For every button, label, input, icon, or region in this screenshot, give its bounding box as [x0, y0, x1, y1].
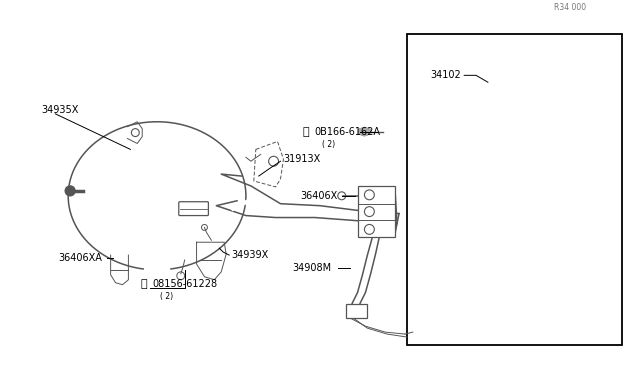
Text: 31913X: 31913X	[284, 154, 321, 164]
Text: 36406X: 36406X	[300, 191, 337, 201]
Polygon shape	[358, 128, 371, 136]
Text: 08156-61228: 08156-61228	[152, 279, 217, 289]
Text: 34102: 34102	[431, 70, 461, 80]
Text: 36406XA: 36406XA	[58, 253, 102, 263]
FancyBboxPatch shape	[179, 202, 209, 215]
Text: 34939X: 34939X	[231, 250, 268, 260]
Bar	[358, 186, 395, 237]
Text: 34908M: 34908M	[292, 263, 332, 273]
Text: R34 000: R34 000	[554, 3, 586, 12]
Circle shape	[65, 186, 75, 196]
Bar	[407, 35, 622, 345]
Text: ( 2): ( 2)	[322, 140, 335, 149]
Text: ( 2): ( 2)	[160, 292, 173, 301]
Text: Ⓑ: Ⓑ	[302, 126, 309, 137]
Text: Ⓑ: Ⓑ	[140, 279, 147, 289]
Bar	[346, 304, 367, 318]
Text: 34935X: 34935X	[42, 105, 79, 115]
Text: 0B166-6162A: 0B166-6162A	[314, 126, 380, 137]
